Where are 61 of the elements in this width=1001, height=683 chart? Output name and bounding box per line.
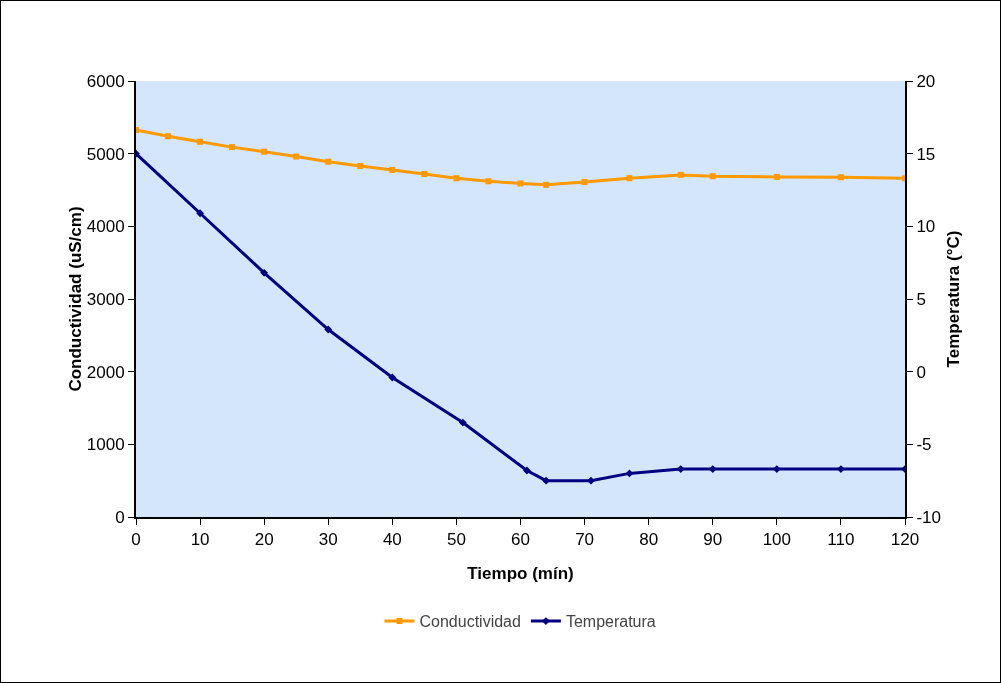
y2-tick-label: 20 xyxy=(916,71,936,91)
point xyxy=(587,476,595,485)
legend-label: Temperatura xyxy=(565,613,656,631)
point xyxy=(196,209,204,218)
point xyxy=(453,175,460,182)
y2-tick-label: 10 xyxy=(916,217,936,237)
point xyxy=(421,171,428,178)
point xyxy=(260,268,269,277)
point xyxy=(324,325,333,334)
point xyxy=(389,166,396,173)
point xyxy=(523,466,531,475)
y2-tick-label: 5 xyxy=(916,289,926,309)
x-tick-label: 120 xyxy=(890,530,920,550)
point xyxy=(325,158,332,165)
y2-tick-label: 15 xyxy=(916,144,936,164)
point xyxy=(837,465,845,473)
legend-label: Conductividad xyxy=(419,613,521,631)
point xyxy=(625,469,634,478)
x-tick-label: 10 xyxy=(190,530,210,550)
point xyxy=(677,171,684,178)
x-axis-title: Tiempo (mín) xyxy=(467,564,574,583)
x-tick-label: 90 xyxy=(703,530,723,550)
x-tick-label: 30 xyxy=(318,530,338,550)
y2-axis-title: Temperatura (°C) xyxy=(943,230,963,368)
point xyxy=(626,175,633,182)
y-tick-label: 6000 xyxy=(86,71,125,91)
point xyxy=(517,180,524,187)
point xyxy=(293,153,300,160)
point xyxy=(165,133,172,140)
y-tick-label: 4000 xyxy=(86,217,125,237)
point xyxy=(709,173,716,180)
x-tick-label: 70 xyxy=(575,530,595,550)
point xyxy=(837,174,844,181)
point xyxy=(773,173,780,180)
point xyxy=(543,181,550,188)
point xyxy=(458,418,467,427)
y2-tick-label: -5 xyxy=(916,435,932,455)
point xyxy=(388,373,397,382)
point xyxy=(485,178,492,185)
y-tick-label: 3000 xyxy=(86,289,125,309)
x-tick-label: 110 xyxy=(827,530,855,550)
point xyxy=(197,138,204,145)
x-tick-label: 20 xyxy=(254,530,274,550)
y2-tick-label: -10 xyxy=(916,507,941,527)
y-tick-label: 1000 xyxy=(86,435,125,455)
y-axis-title: Conductividad (uS/cm) xyxy=(65,206,85,392)
y2-tick-label: 0 xyxy=(916,362,926,382)
x-tick-label: 50 xyxy=(446,530,466,550)
point xyxy=(357,163,364,170)
y-tick-label: 2000 xyxy=(86,362,125,382)
line-series xyxy=(136,127,905,188)
x-tick-label: 80 xyxy=(639,530,659,550)
y-tick-label: 5000 xyxy=(86,144,125,164)
point xyxy=(261,148,268,155)
y-tick-label: 0 xyxy=(115,507,125,527)
x-tick-label: 100 xyxy=(762,530,792,550)
x-tick-label: 60 xyxy=(511,530,530,550)
point xyxy=(229,144,236,151)
x-tick-label: 0 xyxy=(131,530,141,550)
point xyxy=(581,179,588,186)
x-tick-label: 40 xyxy=(382,530,402,550)
